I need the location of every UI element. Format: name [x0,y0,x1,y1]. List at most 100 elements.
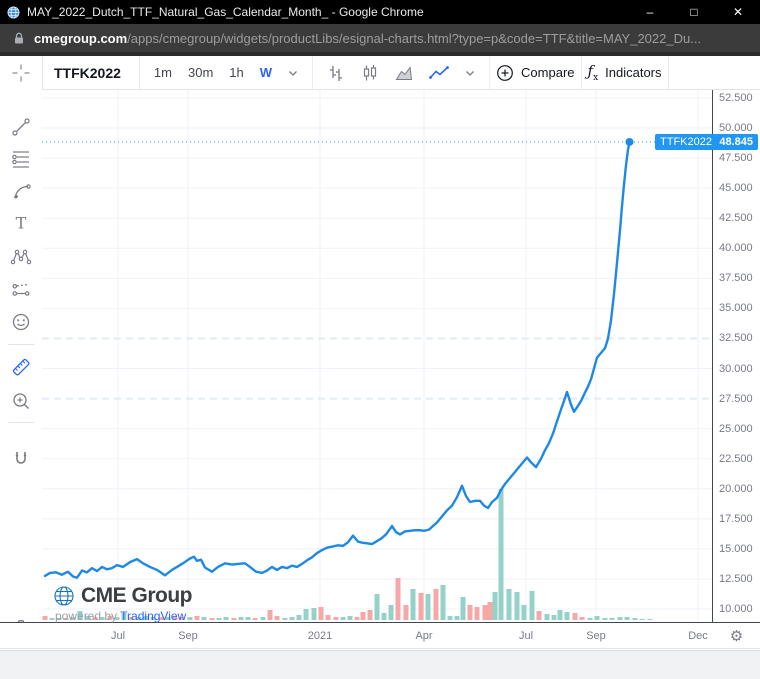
volume-bar [360,612,366,620]
interval-30m[interactable]: 30m [187,65,214,80]
area-style-button[interactable] [394,63,414,83]
time-axis[interactable]: Jul Sep 2021 Apr Jul Sep Dec [0,622,760,649]
volume-bar [282,618,288,620]
compare-button[interactable]: Compare [490,64,580,82]
measure-ruler-tool-button[interactable] [0,353,42,381]
toolbar-separator [138,56,140,89]
volume-bar [624,617,630,620]
y-axis-label: 12.500 [719,572,753,585]
volume-bar [410,589,416,620]
volume-bar [42,616,48,620]
bars-chart-icon [330,65,343,81]
emoji-smiley-icon [12,313,30,331]
candles-chart-icon [363,64,377,80]
interval-1m[interactable]: 1m [153,65,172,80]
brush-tool-button[interactable] [0,177,42,205]
volume-bar [388,605,394,620]
maximize-button[interactable]: □ [690,5,698,19]
last-price-label: TTFK2022 48.845 [655,133,758,150]
crosshair-tool-button[interactable] [0,62,42,84]
interval-weekly[interactable]: W [259,65,273,80]
volume-bar [216,618,222,620]
volume-bar [325,615,331,620]
volume-bar [572,613,578,620]
x-axis-label: Sep [586,630,606,642]
y-axis-label: 25.000 [719,422,753,435]
y-axis-label: 22.500 [719,452,753,465]
chart-toolbar: TTFK2022 1m 30m 1h W [0,56,760,89]
price-label-value: 48.845 [719,135,753,148]
address-bar-shadow [0,52,760,56]
xabcd-pattern-tool-button[interactable] [0,243,42,271]
price-axis[interactable]: 52.500 50.000 47.500 45.000 42.500 40.000 37.5… [713,90,760,622]
fib-retracement-tool-button[interactable] [0,145,42,173]
zoom-in-icon [13,393,29,409]
url-path: /apps/cmegroup/widgets/productLibs/esign… [127,30,702,46]
address-bar[interactable]: cmegroup.com/apps/cmegroup/widgets/produ… [0,24,760,52]
price-label-symbol: TTFK2022 [660,135,712,148]
y-axis-label: 20.000 [719,482,753,495]
trend-line-tool-button[interactable] [0,113,42,141]
url-text[interactable]: cmegroup.com/apps/cmegroup/widgets/produ… [34,31,701,46]
y-axis-label: 35.000 [719,302,753,315]
trend-line-icon [12,118,30,136]
interval-1h[interactable]: 1h [229,65,244,80]
volume-bar [70,617,76,620]
volume-bar [143,616,149,620]
volume-bar [99,617,105,620]
symbol-button[interactable]: TTFK2022 [54,64,121,81]
x-axis-label: Jul [110,630,126,642]
volume-bar [333,617,339,620]
y-axis-label: 17.500 [719,512,753,525]
volume-bar [354,617,360,620]
emoji-tool-button[interactable] [0,308,42,336]
volume-bar [245,617,251,620]
volume-bar [551,615,557,620]
url-domain: cmegroup.com [34,30,128,46]
magnet-icon [15,452,27,464]
y-axis-label: 27.500 [719,392,753,405]
volume-bar [85,616,91,620]
price-series-line [43,140,631,579]
chart-settings-button[interactable]: ⚙ [713,623,760,648]
zoom-in-tool-button[interactable] [0,387,42,415]
interval-menu-button[interactable] [287,67,299,79]
chart-style-group [313,63,489,83]
volume-bar [460,597,466,620]
line-style-button[interactable] [428,63,450,83]
y-axis-label: 42.500 [719,212,753,225]
volume-bar [107,616,113,620]
volume-bar [602,618,608,620]
volume-bar [367,610,373,620]
text-icon: T [16,214,27,233]
volume-bar [238,617,244,620]
volume-bar [252,618,258,620]
interval-group: 1m 30m 1h W [140,65,312,80]
toolbar-separator [8,422,34,423]
toolbar-separator [8,344,34,345]
x-axis-label: Apr [415,630,433,642]
text-tool-button[interactable]: T [0,209,42,237]
volume-bar [447,616,453,620]
cme-group-wordmark: CME Group [81,584,193,607]
volume-bar [303,609,309,620]
volume-bar [418,593,424,620]
volume-bar [128,617,134,620]
volume-bar [274,616,280,620]
close-button[interactable]: ✕ [732,5,744,19]
chart-plot-area[interactable] [42,90,712,622]
globe-favicon [7,6,20,18]
style-menu-button[interactable] [464,67,476,79]
indicators-button[interactable]: ƒx Indicators [582,62,668,83]
tradingview-link[interactable]: TradingView [120,609,187,623]
brush-icon [14,184,31,199]
magnet-tool-button[interactable] [0,445,42,473]
candles-style-button[interactable] [360,63,380,83]
volume-bar [63,618,69,620]
chart-canvas[interactable] [42,90,712,622]
y-axis-label: 15.000 [719,542,753,555]
bars-style-button[interactable] [326,63,346,83]
volume-bar [267,610,273,620]
minimize-button[interactable]: – [646,5,654,19]
forecast-tool-button[interactable] [0,276,42,304]
